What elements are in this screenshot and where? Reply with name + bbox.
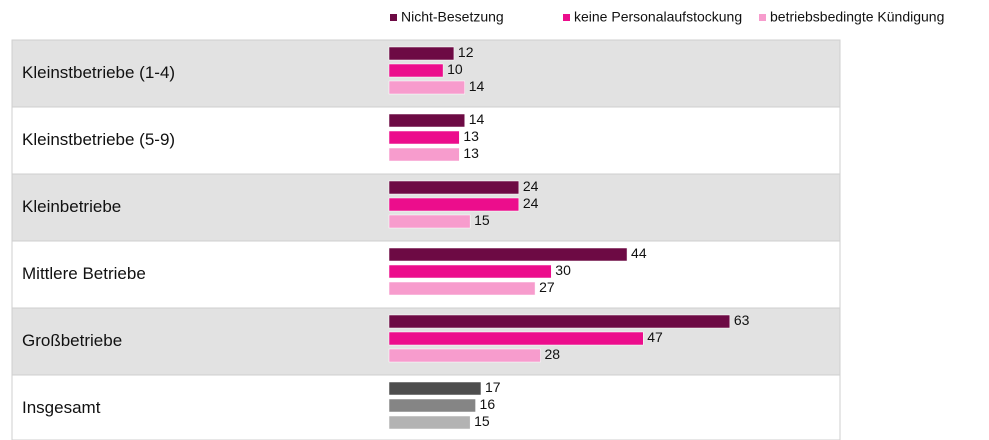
value-label: 27 bbox=[539, 279, 555, 295]
bar bbox=[388, 331, 644, 346]
legend-swatch bbox=[759, 14, 766, 21]
bar bbox=[388, 214, 471, 229]
category-label: Insgesamt bbox=[22, 398, 101, 417]
bar bbox=[388, 281, 536, 296]
value-label: 12 bbox=[458, 44, 474, 60]
category-label: Mittlere Betriebe bbox=[22, 264, 146, 283]
bar bbox=[388, 147, 460, 162]
value-label: 17 bbox=[485, 379, 501, 395]
bar bbox=[388, 113, 465, 128]
bar bbox=[388, 180, 520, 195]
value-label: 24 bbox=[523, 195, 539, 211]
legend-label: Nicht-Besetzung bbox=[401, 9, 504, 25]
bar bbox=[388, 314, 731, 329]
value-label: 14 bbox=[469, 111, 485, 127]
value-label: 30 bbox=[555, 262, 571, 278]
bar bbox=[388, 381, 482, 396]
value-label: 44 bbox=[631, 245, 647, 261]
category-label: Großbetriebe bbox=[22, 331, 122, 350]
value-label: 15 bbox=[474, 413, 490, 429]
bar bbox=[388, 80, 465, 95]
bar bbox=[388, 197, 520, 212]
value-label: 13 bbox=[463, 128, 479, 144]
legend-swatch bbox=[563, 14, 570, 21]
bar bbox=[388, 415, 471, 430]
bar bbox=[388, 348, 541, 363]
value-label: 15 bbox=[474, 212, 490, 228]
value-label: 47 bbox=[647, 329, 663, 345]
bar bbox=[388, 63, 444, 78]
value-label: 24 bbox=[523, 178, 539, 194]
bar bbox=[388, 264, 552, 279]
category-label: Kleinbetriebe bbox=[22, 197, 121, 216]
value-label: 10 bbox=[447, 61, 463, 77]
category-label: Kleinstbetriebe (1-4) bbox=[22, 63, 175, 82]
legend-swatch bbox=[390, 14, 397, 21]
legend-label: keine Personalaufstockung bbox=[574, 9, 742, 25]
value-label: 28 bbox=[544, 346, 560, 362]
value-label: 63 bbox=[734, 312, 750, 328]
legend-label: betriebsbedingte Kündigung bbox=[770, 9, 944, 25]
value-label: 14 bbox=[469, 78, 485, 94]
bar bbox=[388, 130, 460, 145]
value-label: 13 bbox=[463, 145, 479, 161]
bar bbox=[388, 46, 455, 61]
value-label: 16 bbox=[480, 396, 496, 412]
bar bbox=[388, 398, 476, 413]
bar bbox=[388, 247, 628, 262]
category-label: Kleinstbetriebe (5-9) bbox=[22, 130, 175, 149]
